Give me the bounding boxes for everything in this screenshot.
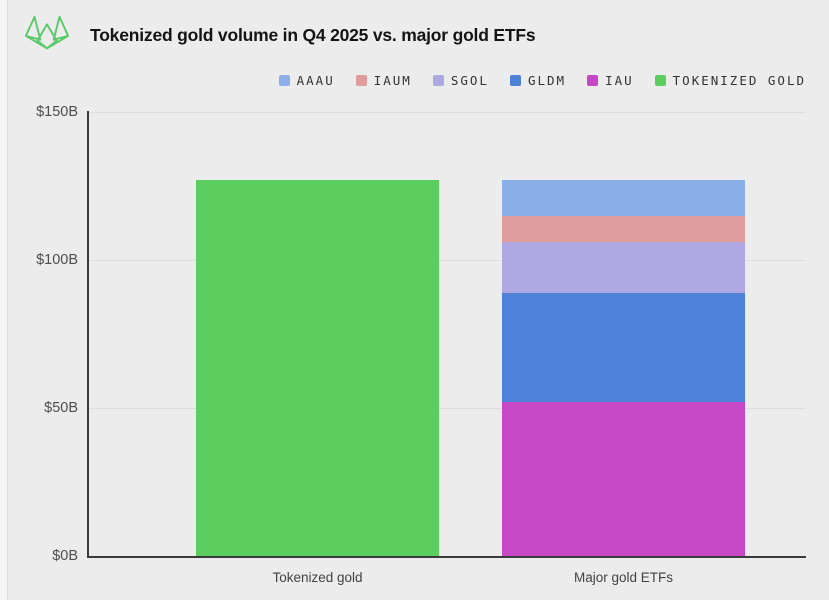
x-axis-label: Major gold ETFs — [573, 570, 674, 585]
legend-label: IAUM — [373, 73, 412, 88]
legend-swatch-icon — [587, 75, 599, 86]
x-axis-label: Tokenized gold — [272, 570, 363, 585]
legend-label: TOKENIZED GOLD — [672, 73, 806, 88]
plot-area — [88, 112, 806, 556]
gridline-50 — [89, 408, 806, 409]
chart-title: Tokenized gold volume in Q4 2025 vs. maj… — [90, 25, 536, 45]
y-tick-label: $150B — [36, 104, 78, 120]
legend-label: IAU — [605, 73, 634, 88]
legend-label: AAAU — [296, 73, 335, 88]
legend: AAAU IAUM SGOL GLDM IAU TOKENIZED GOLD — [278, 73, 806, 88]
bar-segment-iaum — [502, 215, 745, 243]
brand-logo-icon — [24, 15, 70, 50]
x-axis-line — [87, 556, 806, 558]
legend-item-iau: IAU — [587, 73, 634, 88]
gridline-100 — [89, 260, 806, 261]
legend-item-aaau: AAAU — [278, 73, 335, 88]
bar-major-gold-etfs — [502, 180, 745, 556]
y-tick-label: $100B — [36, 252, 78, 268]
legend-swatch-icon — [654, 75, 666, 86]
legend-item-tokenized-gold: TOKENIZED GOLD — [654, 73, 806, 88]
legend-swatch-icon — [509, 75, 521, 86]
bar-segment-iau — [502, 402, 745, 556]
bar-segment-gldm — [502, 292, 745, 403]
legend-label: SGOL — [450, 73, 489, 88]
bar-tokenized-gold — [196, 180, 439, 556]
bar-segment-sgol — [502, 242, 745, 293]
legend-item-gldm: GLDM — [509, 73, 567, 88]
legend-item-sgol: SGOL — [432, 73, 489, 88]
y-tick-label: $50B — [44, 400, 78, 416]
bar-segment-aaau — [502, 180, 745, 216]
legend-item-iaum: IAUM — [355, 73, 412, 88]
bar-segment-tokenized-gold — [196, 180, 439, 556]
y-tick-label: $0B — [52, 548, 78, 564]
gridline-150 — [89, 112, 806, 113]
legend-swatch-icon — [278, 75, 290, 86]
legend-swatch-icon — [355, 75, 367, 86]
y-axis-line — [87, 111, 89, 558]
legend-label: GLDM — [527, 73, 567, 88]
screen-edge-strip — [0, 0, 8, 600]
legend-swatch-icon — [432, 75, 444, 86]
